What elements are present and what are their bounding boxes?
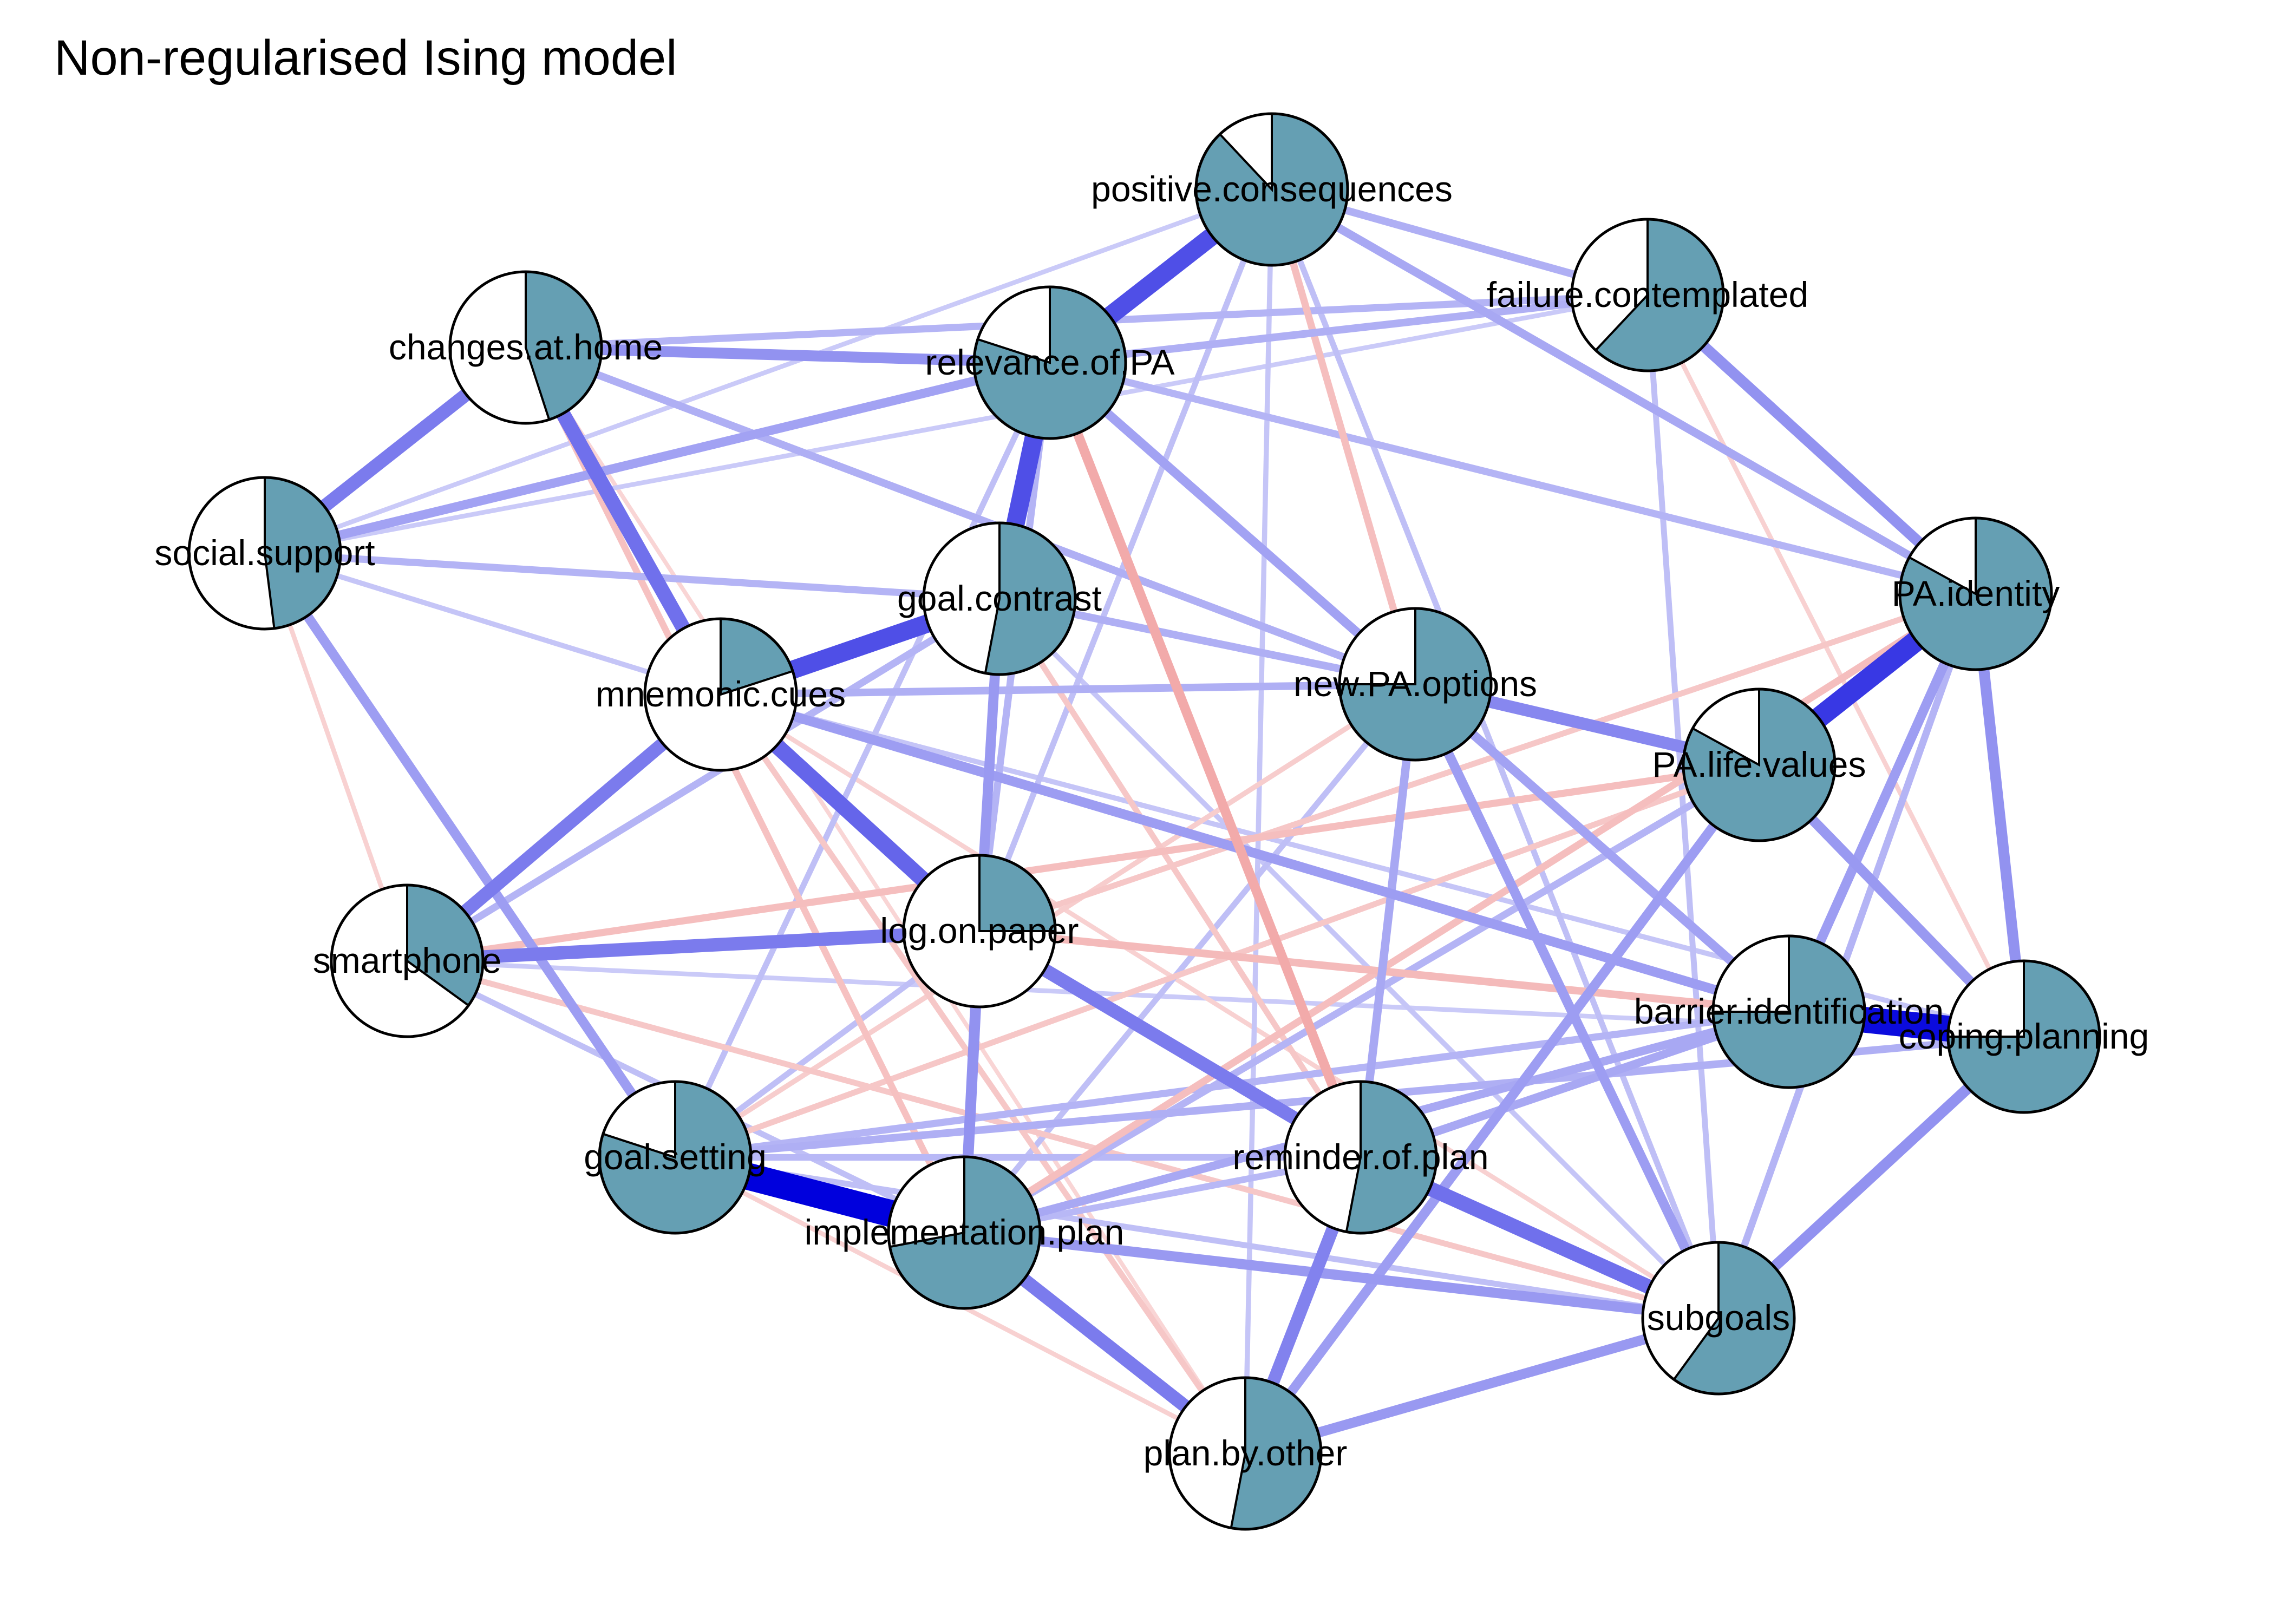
node-border bbox=[330, 883, 485, 1038]
edge-mnemonic.cues-new.PA.options bbox=[720, 680, 1416, 699]
node-implementation.plan: implementation.plan bbox=[805, 1155, 1125, 1310]
node-border bbox=[1898, 516, 2053, 671]
edge-smartphone-subgoals bbox=[406, 958, 1720, 1321]
edge-social.support-goal.contrast bbox=[264, 549, 1000, 603]
node-border bbox=[643, 617, 798, 772]
edge-subgoals-goal.contrast bbox=[997, 597, 1721, 1320]
edge-subgoals-mnemonic.cues bbox=[719, 692, 1720, 1320]
node-new.PA.options: new.PA.options bbox=[1293, 607, 1537, 762]
edge-failure.contemplated-relevance.of.PA bbox=[1049, 291, 1648, 367]
edge-relevance.of.PA-PA.identity bbox=[1049, 359, 1977, 598]
node-reminder.of.plan: reminder.of.plan bbox=[1232, 1080, 1489, 1235]
edge-new.PA.options-reminder.of.plan bbox=[1356, 684, 1420, 1158]
edge-plan.by.other-positive.consequences bbox=[1243, 189, 1275, 1454]
node-border bbox=[902, 854, 1057, 1009]
node-label: smartphone bbox=[313, 940, 502, 980]
edge-PA.life.values-implementation.plan bbox=[962, 762, 1761, 1236]
node-border bbox=[187, 476, 342, 631]
edge-relevance.of.PA-social.support bbox=[264, 358, 1051, 558]
node-PA.identity: PA.identity bbox=[1892, 516, 2060, 671]
node-border bbox=[887, 1155, 1042, 1310]
edge-mnemonic.cues-plan.by.other bbox=[718, 692, 1248, 1456]
node-border bbox=[972, 285, 1127, 440]
node-label: PA.identity bbox=[1892, 573, 2060, 613]
node-relevance.of.PA: relevance.of.PA bbox=[925, 285, 1175, 440]
node-goal.contrast: goal.contrast bbox=[897, 521, 1102, 676]
edge-goal.setting-subgoals bbox=[675, 1154, 1719, 1321]
edge-PA.identity-subgoals bbox=[1715, 592, 1979, 1320]
node-coping.planning: coping.planning bbox=[1899, 959, 2149, 1114]
edge-social.support-failure.contemplated bbox=[264, 292, 1648, 556]
edge-positive.consequences-new.PA.options bbox=[1268, 188, 1419, 685]
node-border bbox=[598, 1080, 753, 1235]
edge-changes.at.home-relevance.of.PA bbox=[525, 342, 1050, 369]
edge-failure.contemplated-coping.planning bbox=[1645, 294, 2026, 1038]
node-label: coping.planning bbox=[1899, 1016, 2149, 1056]
node-border bbox=[1283, 1080, 1438, 1235]
edge-relevance.of.PA-reminder.of.plan bbox=[1045, 361, 1365, 1160]
node-layer: positive.consequences failure.contemplate… bbox=[154, 112, 2149, 1531]
node-border bbox=[1168, 1376, 1323, 1531]
edge-plan.by.other-subgoals bbox=[1244, 1313, 1720, 1458]
node-label: log.on.paper bbox=[880, 911, 1079, 951]
node-failure.contemplated: failure.contemplated bbox=[1487, 218, 1808, 372]
node-label: barrier.identification bbox=[1634, 991, 1944, 1031]
node-label: goal.setting bbox=[584, 1137, 767, 1177]
node-subgoals: subgoals bbox=[1641, 1241, 1796, 1396]
node-border bbox=[1338, 607, 1493, 762]
edge-log.on.paper-PA.identity bbox=[978, 591, 1977, 934]
node-border bbox=[1570, 218, 1725, 372]
edge-implementation.plan-new.PA.options bbox=[962, 682, 1418, 1235]
node-label: social.support bbox=[154, 533, 375, 573]
edge-smartphone-PA.life.values bbox=[407, 761, 1760, 965]
node-label: failure.contemplated bbox=[1487, 274, 1808, 315]
edge-goal.setting-relevance.of.PA bbox=[672, 361, 1053, 1159]
node-label: new.PA.options bbox=[1293, 664, 1537, 704]
node-social.support: social.support bbox=[154, 476, 375, 631]
chart-title: Non-regularised Ising model bbox=[54, 30, 677, 86]
node-label: plan.by.other bbox=[1143, 1433, 1348, 1473]
node-changes.at.home: changes.at.home bbox=[389, 270, 663, 425]
node-border bbox=[1641, 1241, 1796, 1396]
edge-positive.consequences-PA.identity bbox=[1270, 186, 1978, 598]
node-border bbox=[1946, 959, 2101, 1114]
node-label: changes.at.home bbox=[389, 327, 663, 367]
edge-social.support-goal.setting bbox=[260, 550, 679, 1161]
node-log.on.paper: log.on.paper bbox=[880, 854, 1079, 1009]
node-border bbox=[1682, 687, 1837, 842]
node-label: subgoals bbox=[1647, 1298, 1790, 1338]
node-label: mnemonic.cues bbox=[596, 674, 846, 714]
node-barrier.identification: barrier.identification bbox=[1634, 934, 1944, 1089]
node-label: goal.contrast bbox=[897, 578, 1102, 618]
node-mnemonic.cues: mnemonic.cues bbox=[596, 617, 846, 772]
node-goal.setting: goal.setting bbox=[584, 1080, 767, 1235]
node-border bbox=[448, 270, 603, 425]
edge-social.support-positive.consequences bbox=[264, 187, 1273, 556]
node-plan.by.other: plan.by.other bbox=[1143, 1376, 1348, 1531]
node-PA.life.values: PA.life.values bbox=[1652, 687, 1866, 842]
edge-smartphone-log.on.paper bbox=[407, 924, 980, 968]
edge-new.PA.options-subgoals bbox=[1410, 682, 1723, 1320]
node-label: positive.consequences bbox=[1091, 169, 1453, 209]
edge-changes.at.home-new.PA.options bbox=[524, 344, 1417, 688]
edge-PA.life.values-plan.by.other bbox=[1241, 762, 1763, 1457]
node-smartphone: smartphone bbox=[313, 883, 502, 1038]
node-label: relevance.of.PA bbox=[925, 342, 1174, 382]
edge-social.support-mnemonic.cues bbox=[264, 551, 722, 697]
edge-implementation.plan-subgoals bbox=[963, 1227, 1720, 1324]
node-label: PA.life.values bbox=[1652, 744, 1866, 784]
node-border bbox=[922, 521, 1077, 676]
edge-changes.at.home-implementation.plan bbox=[522, 346, 968, 1234]
node-border bbox=[1711, 934, 1866, 1089]
edge-changes.at.home-plan.by.other bbox=[524, 346, 1247, 1455]
node-border bbox=[1194, 112, 1349, 267]
node-label: reminder.of.plan bbox=[1232, 1137, 1488, 1177]
node-positive.consequences: positive.consequences bbox=[1091, 112, 1453, 267]
node-label: implementation.plan bbox=[805, 1212, 1125, 1252]
